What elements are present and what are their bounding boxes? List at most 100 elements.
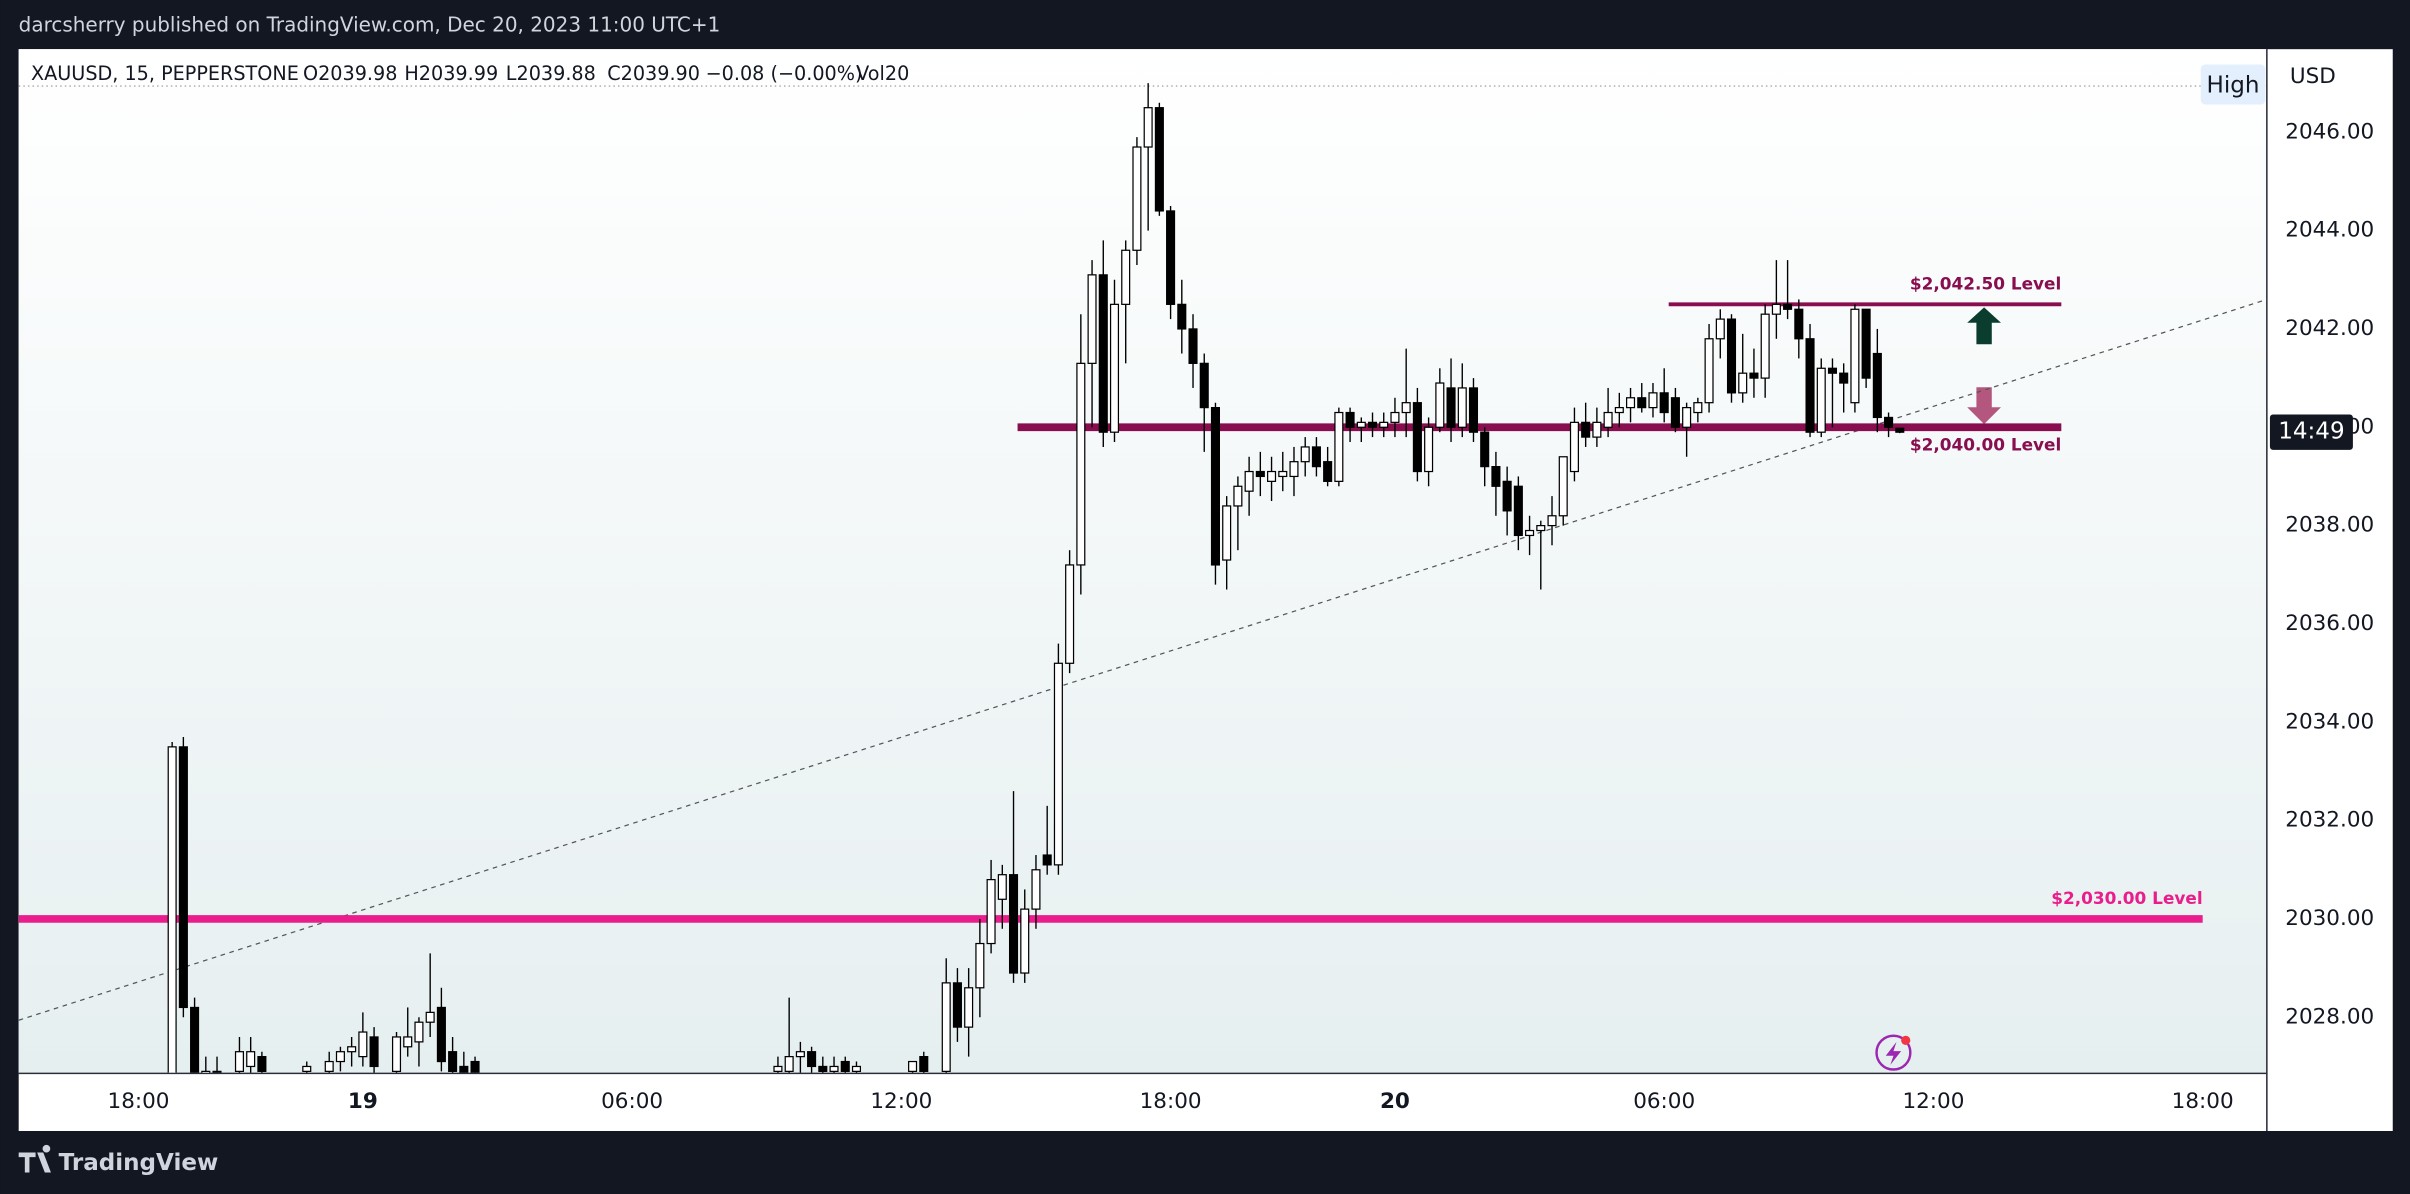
candle-body (1457, 387, 1467, 428)
candle-body (1233, 485, 1243, 507)
candle-body (1536, 524, 1546, 532)
candle-body (964, 987, 974, 1028)
candle-body (1513, 485, 1523, 537)
candle-body (1087, 274, 1097, 364)
y-tick-label: 2028.00 (2285, 1004, 2374, 1029)
candle-body (840, 1060, 850, 1072)
candle-body (941, 982, 951, 1072)
candle-body (1558, 456, 1568, 517)
candle-body (1311, 446, 1321, 468)
candle-body (1816, 367, 1826, 433)
countdown-box (2269, 414, 2353, 450)
candle-body (1783, 303, 1793, 310)
candle-body (1020, 908, 1030, 974)
candle-body (1794, 308, 1804, 340)
candle-body (335, 1051, 345, 1063)
candle-body (234, 1051, 245, 1072)
candle-body (1177, 303, 1187, 330)
candle-body (190, 1006, 200, 1073)
candle-body (1053, 662, 1063, 866)
candle-body (1704, 338, 1714, 404)
candle-body (358, 1031, 368, 1058)
y-tick-label: 2034.00 (2285, 709, 2374, 734)
candle-body (459, 1065, 469, 1073)
candle-body (1749, 372, 1759, 379)
candle-body (324, 1060, 334, 1072)
candle-body (414, 1021, 424, 1043)
candle-body (1289, 461, 1299, 478)
candle-body (986, 879, 996, 945)
candle-body (1424, 426, 1434, 473)
candle-body (997, 874, 1007, 900)
symbol: XAUUSD, 15, PEPPERSTONE (31, 61, 299, 84)
candle-body (1502, 480, 1512, 512)
candle-body (1715, 318, 1725, 340)
candle-body (1323, 461, 1333, 482)
candle-body (1637, 397, 1647, 409)
x-tick-label: 18:00 (1140, 1089, 1202, 1114)
candle-body (1771, 303, 1781, 315)
candle-body (302, 1065, 312, 1072)
y-tick-label: 2030.00 (2285, 906, 2374, 931)
candle-body (1166, 210, 1176, 305)
candle-body (1603, 411, 1613, 428)
y-tick-label: 2044.00 (2285, 218, 2374, 243)
y-tick-label: 2036.00 (2285, 611, 2374, 636)
x-tick-label: 20 (1380, 1089, 1410, 1114)
candle-body (1435, 382, 1445, 428)
candle-body (1244, 470, 1254, 492)
candle-body (369, 1036, 379, 1068)
currency[interactable]: USD (2290, 64, 2336, 89)
candle-body (1412, 402, 1422, 473)
candle-body (1379, 421, 1389, 428)
candle-body (1670, 397, 1680, 428)
volume: Vol20 (856, 61, 909, 84)
high-button-label[interactable]: High (2207, 73, 2260, 99)
candle-body (425, 1011, 435, 1023)
candle-body (1065, 564, 1075, 664)
brand: TradingView (59, 1150, 219, 1176)
candle-body (391, 1036, 402, 1072)
candle-body (1659, 392, 1669, 414)
level-label: $2,030.00 Level (2051, 888, 2202, 908)
candle-body (212, 1070, 222, 1073)
candle-body (1109, 303, 1120, 433)
candle-body (795, 1051, 805, 1058)
candle-body (1895, 427, 1905, 433)
countdown: 14:49 (2278, 419, 2344, 445)
alert-icon[interactable] (1875, 1034, 1912, 1071)
candle-body (1031, 869, 1041, 910)
x-tick-label: 19 (348, 1089, 378, 1114)
candle-body (1267, 470, 1277, 482)
candle-body (1693, 402, 1703, 414)
candle-body (201, 1070, 211, 1073)
candle-body (1491, 465, 1501, 487)
candle-body (1726, 318, 1737, 394)
candle-body (919, 1056, 929, 1072)
candle-body (1872, 352, 1882, 419)
candle-body (1345, 411, 1355, 428)
candle-body (1805, 338, 1815, 433)
candle-body (1154, 107, 1164, 212)
candle-body (1143, 107, 1153, 148)
plot-area (18, 49, 2267, 1073)
candle-body (1682, 406, 1692, 428)
y-tick-label: 2042.00 (2285, 316, 2374, 341)
candle-body (1334, 411, 1344, 482)
candle-body (1401, 402, 1411, 414)
high-button[interactable] (2200, 64, 2266, 105)
candle-body (1076, 362, 1086, 566)
x-tick-label: 18:00 (2172, 1089, 2234, 1114)
candle-body (167, 746, 177, 1073)
candle-body (403, 1036, 413, 1048)
candle-body (1121, 249, 1131, 305)
candle-body (1592, 421, 1602, 438)
candle-body (1525, 529, 1535, 537)
candle-body (1569, 421, 1579, 473)
down-arrow (1967, 387, 2001, 425)
x-tick-label: 18:00 (108, 1089, 170, 1114)
legend: XAUUSD, 15, PEPPERSTONE O2039.98 H2039.9… (31, 61, 909, 84)
x-tick-label: 12:00 (1902, 1089, 1964, 1114)
candle-body (784, 1056, 794, 1072)
candle-body (1042, 854, 1052, 866)
